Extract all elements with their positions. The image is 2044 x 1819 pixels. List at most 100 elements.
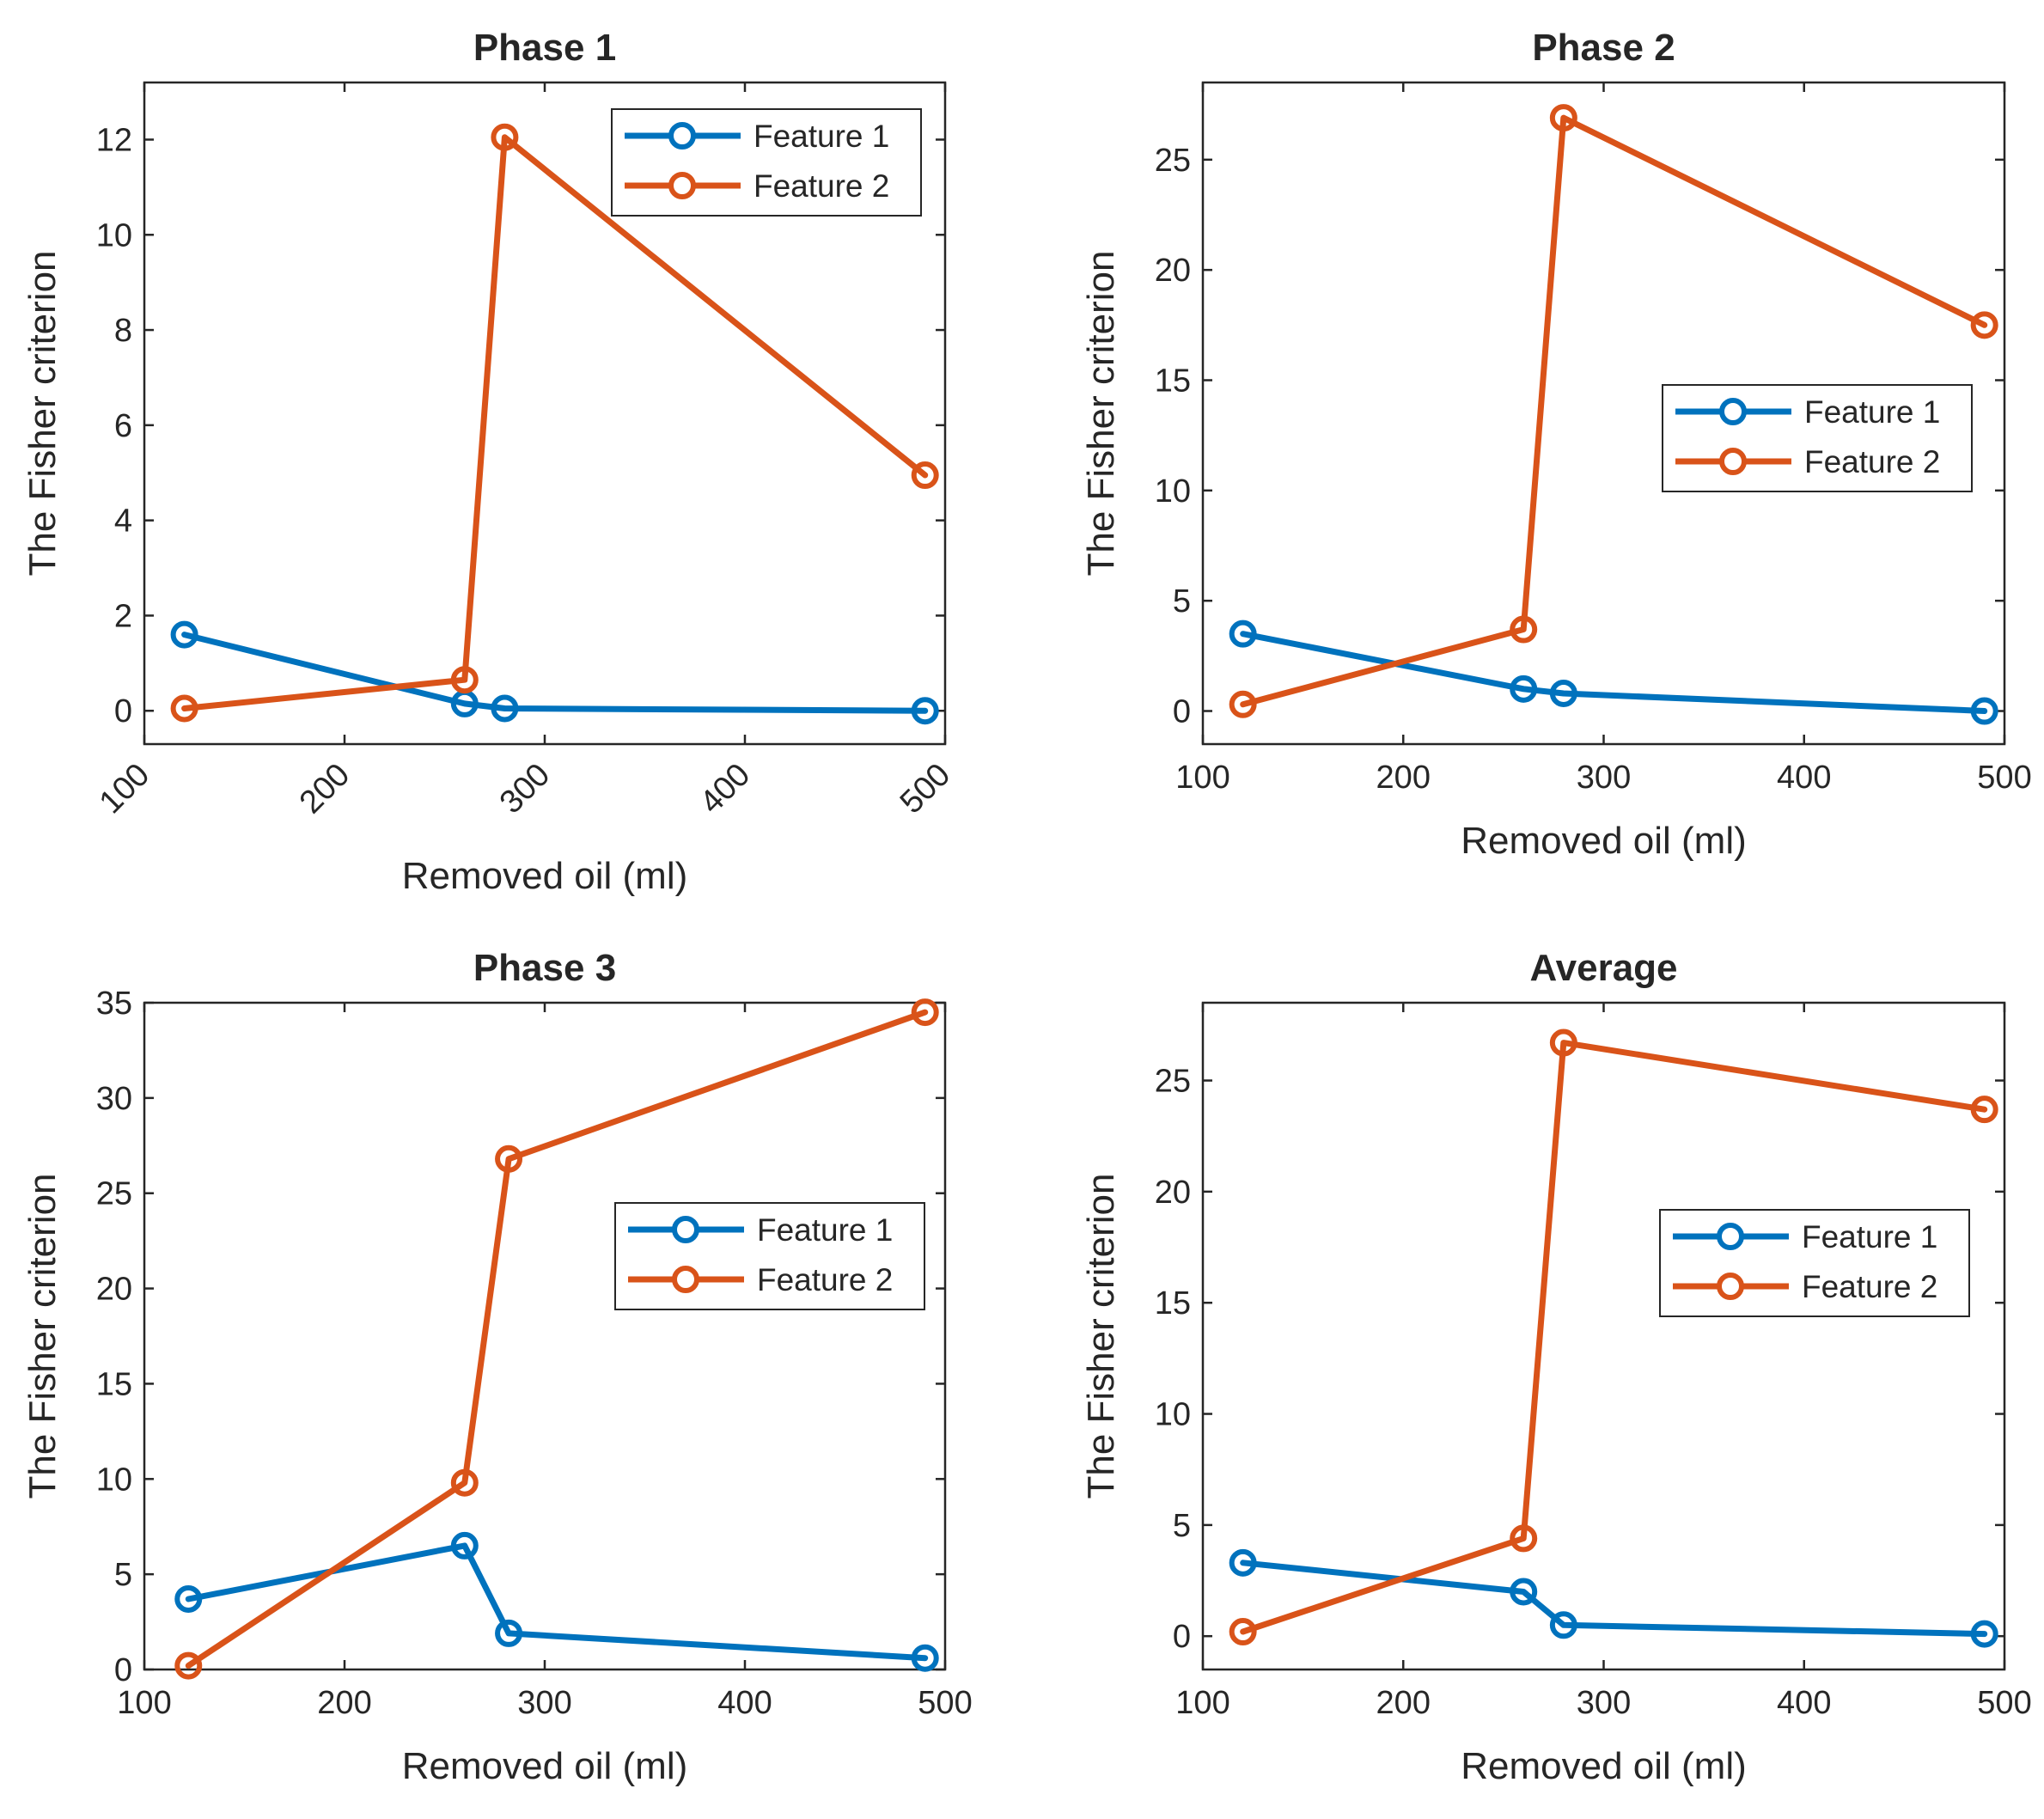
data-point-feature-2 bbox=[1229, 690, 1257, 718]
data-point-feature-1 bbox=[911, 697, 939, 725]
data-point-feature-2 bbox=[170, 694, 198, 723]
y-tick-label: 12 bbox=[96, 122, 132, 158]
data-point-feature-2 bbox=[1970, 1096, 1998, 1124]
data-point-feature-1 bbox=[1970, 1620, 1998, 1648]
x-tick-label: 100 bbox=[1175, 1685, 1229, 1721]
data-point-feature-1 bbox=[174, 1584, 203, 1613]
legend-label-feature-2: Feature 2 bbox=[1804, 444, 1940, 479]
data-point-feature-1 bbox=[491, 694, 519, 723]
y-tick-label: 5 bbox=[1173, 583, 1191, 620]
legend-box bbox=[614, 1202, 925, 1310]
legend-marker-feature-2 bbox=[668, 172, 696, 199]
y-tick-label: 10 bbox=[96, 1462, 132, 1498]
chart-panel-2: 100 200 300 400 500 0 5 10 15 20 25 Phase 2 Removed … bbox=[1080, 27, 2032, 862]
y-tick-label: 25 bbox=[1155, 1064, 1191, 1100]
data-point-feature-2 bbox=[1970, 311, 1998, 339]
chart-panel-1: 100 200 300 400 500 0 2 4 6 8 10 12 Phase 1 Removed o… bbox=[21, 27, 957, 897]
series-line-feature-1 bbox=[1240, 1560, 1988, 1638]
data-point-feature-1 bbox=[170, 620, 198, 649]
x-tick-label: 200 bbox=[317, 1685, 371, 1721]
legend-label-feature-1: Feature 1 bbox=[757, 1212, 893, 1248]
legend-label-feature-1: Feature 1 bbox=[1802, 1219, 1937, 1254]
y-tick-label: 10 bbox=[1155, 473, 1191, 510]
legend-marker-feature-2 bbox=[672, 1266, 699, 1293]
y-axis-label: The Fisher criterion bbox=[1080, 250, 1122, 576]
x-tick-label: 500 bbox=[918, 1685, 972, 1721]
x-axis-label: Removed oil (ml) bbox=[402, 1745, 688, 1787]
y-tick-label: 25 bbox=[1155, 143, 1191, 179]
legend: Feature 1 Feature 2 bbox=[1659, 1209, 1970, 1317]
legend-box bbox=[1659, 1209, 1970, 1317]
legend-marker-feature-1 bbox=[672, 1216, 699, 1243]
series-line-feature-2 bbox=[181, 134, 929, 711]
legend-marker-feature-1 bbox=[1719, 398, 1747, 425]
data-point-feature-1 bbox=[450, 1531, 479, 1560]
x-tick-label: 300 bbox=[1577, 1685, 1631, 1721]
data-point-feature-2 bbox=[174, 1651, 203, 1680]
x-tick-label: 300 bbox=[1577, 760, 1631, 796]
legend: Feature 1 Feature 2 bbox=[611, 108, 922, 217]
series-line-feature-2 bbox=[185, 1009, 929, 1669]
legend-marker-feature-1 bbox=[1717, 1223, 1744, 1250]
data-point-feature-1 bbox=[1229, 620, 1257, 648]
data-point-feature-1 bbox=[1510, 1578, 1538, 1606]
x-tick-label: 200 bbox=[1376, 1685, 1431, 1721]
data-point-feature-2 bbox=[1510, 1524, 1538, 1553]
y-tick-label: 4 bbox=[114, 504, 132, 540]
x-tick-label: 100 bbox=[93, 757, 157, 821]
x-tick-label: 400 bbox=[1777, 1685, 1831, 1721]
x-tick-label: 400 bbox=[693, 757, 758, 821]
y-tick-label: 6 bbox=[114, 408, 132, 444]
data-point-feature-1 bbox=[1549, 1611, 1577, 1639]
legend-label-feature-1: Feature 1 bbox=[754, 119, 889, 154]
y-tick-label: 20 bbox=[96, 1272, 132, 1308]
x-axis-label: Removed oil (ml) bbox=[1461, 1745, 1747, 1787]
x-tick-label: 500 bbox=[1977, 760, 2031, 796]
data-point-feature-1 bbox=[911, 1644, 939, 1672]
y-axis-label: The Fisher criterion bbox=[21, 1173, 64, 1499]
series-line-feature-2 bbox=[1240, 114, 1988, 708]
legend: Feature 1 Feature 2 bbox=[1662, 384, 1973, 492]
y-tick-label: 5 bbox=[114, 1557, 132, 1593]
y-tick-label: 0 bbox=[1173, 694, 1191, 730]
data-point-feature-1 bbox=[1229, 1548, 1257, 1577]
data-point-feature-2 bbox=[450, 666, 479, 694]
y-tick-label: 0 bbox=[114, 693, 132, 729]
data-point-feature-2 bbox=[1510, 615, 1538, 644]
x-axis-label: Removed oil (ml) bbox=[402, 855, 688, 897]
y-tick-label: 10 bbox=[1155, 1397, 1191, 1433]
legend-marker-feature-1 bbox=[668, 122, 696, 150]
y-tick-label: 15 bbox=[1155, 1285, 1191, 1322]
legend-label-feature-2: Feature 2 bbox=[754, 168, 889, 204]
x-tick-label: 500 bbox=[894, 757, 958, 821]
y-tick-label: 30 bbox=[96, 1081, 132, 1117]
x-axis-label: Removed oil (ml) bbox=[1461, 820, 1747, 862]
y-tick-label: 10 bbox=[96, 217, 132, 253]
y-tick-label: 5 bbox=[1173, 1508, 1191, 1544]
legend: Feature 1 Feature 2 bbox=[614, 1202, 925, 1310]
legend-marker-feature-2 bbox=[1717, 1273, 1744, 1300]
data-point-feature-2 bbox=[1229, 1618, 1257, 1646]
x-tick-label: 500 bbox=[1977, 1685, 2031, 1721]
series-line-feature-1 bbox=[181, 632, 929, 714]
series-line-feature-2 bbox=[1240, 1040, 1988, 1635]
data-point-feature-2 bbox=[911, 461, 939, 490]
y-tick-label: 8 bbox=[114, 313, 132, 349]
y-tick-label: 20 bbox=[1155, 1175, 1191, 1211]
series-line-feature-1 bbox=[1240, 631, 1988, 714]
legend-box bbox=[1662, 384, 1973, 492]
data-point-feature-2 bbox=[1549, 1029, 1577, 1057]
chart-panel-3: 100 200 300 400 500 0 5 10 15 20 25 30 35 Phase 3 Remo… bbox=[21, 947, 973, 1787]
y-axis-label: The Fisher criterion bbox=[1080, 1173, 1122, 1499]
y-tick-label: 35 bbox=[96, 986, 132, 1022]
y-tick-label: 15 bbox=[96, 1366, 132, 1402]
data-point-feature-2 bbox=[911, 998, 939, 1027]
x-tick-label: 300 bbox=[493, 757, 558, 821]
data-point-feature-1 bbox=[1549, 679, 1577, 707]
x-tick-label: 300 bbox=[517, 1685, 571, 1721]
y-tick-label: 0 bbox=[114, 1652, 132, 1688]
data-point-feature-2 bbox=[450, 1468, 479, 1497]
x-tick-label: 400 bbox=[717, 1685, 772, 1721]
x-tick-label: 400 bbox=[1777, 760, 1831, 796]
